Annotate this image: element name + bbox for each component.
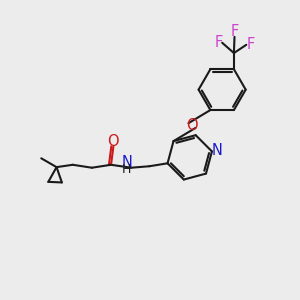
Text: F: F (246, 37, 254, 52)
Text: O: O (108, 134, 119, 149)
Text: N: N (122, 155, 132, 170)
Text: H: H (122, 163, 132, 176)
Text: F: F (214, 35, 223, 50)
Text: N: N (212, 143, 222, 158)
Text: F: F (230, 24, 238, 39)
Text: O: O (186, 118, 198, 133)
